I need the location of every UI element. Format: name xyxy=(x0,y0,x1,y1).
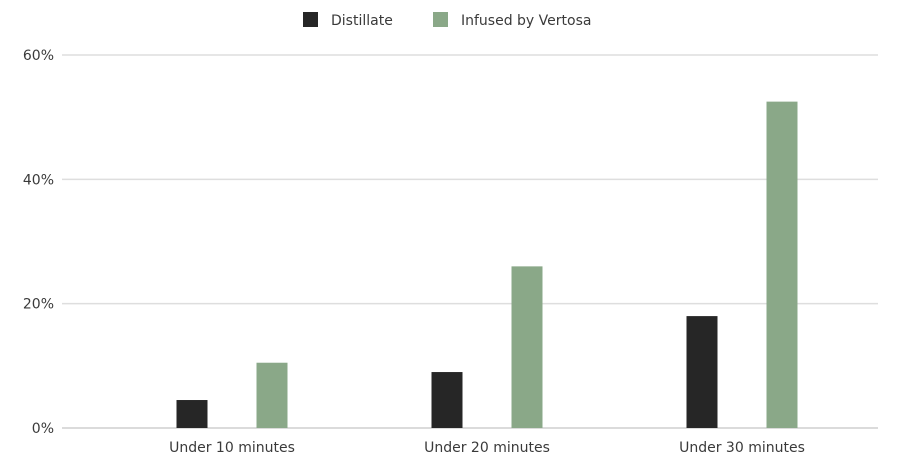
y-tick-label: 0% xyxy=(32,421,54,437)
x-tick-label: Under 30 minutes xyxy=(679,440,805,454)
bar-infused-0 xyxy=(256,362,288,428)
legend-swatch-distillate xyxy=(303,12,318,27)
bars xyxy=(176,101,798,428)
x-tick-label: Under 10 minutes xyxy=(169,440,295,454)
grid xyxy=(62,54,878,429)
x-tick-label: Under 20 minutes xyxy=(424,440,550,454)
legend-label-infused: Infused by Vertosa xyxy=(461,13,591,29)
y-tick-label: 20% xyxy=(23,297,54,313)
legend-swatch-infused xyxy=(433,12,448,27)
y-tick-label: 40% xyxy=(23,172,54,188)
bar-infused-2 xyxy=(766,101,798,428)
legend-label-distillate: Distillate xyxy=(331,13,393,29)
bar-distillate-1 xyxy=(431,372,463,428)
bar-distillate-0 xyxy=(176,400,208,428)
y-axis-tick-labels: 0% 20% 40% 60% xyxy=(23,48,54,437)
legend: Distillate Infused by Vertosa xyxy=(303,12,591,29)
x-axis-tick-labels: Under 10 minutes Under 20 minutes Under 30… xyxy=(169,440,805,454)
bar-infused-1 xyxy=(511,266,543,428)
y-tick-label: 60% xyxy=(23,48,54,64)
bar-distillate-2 xyxy=(686,316,718,428)
